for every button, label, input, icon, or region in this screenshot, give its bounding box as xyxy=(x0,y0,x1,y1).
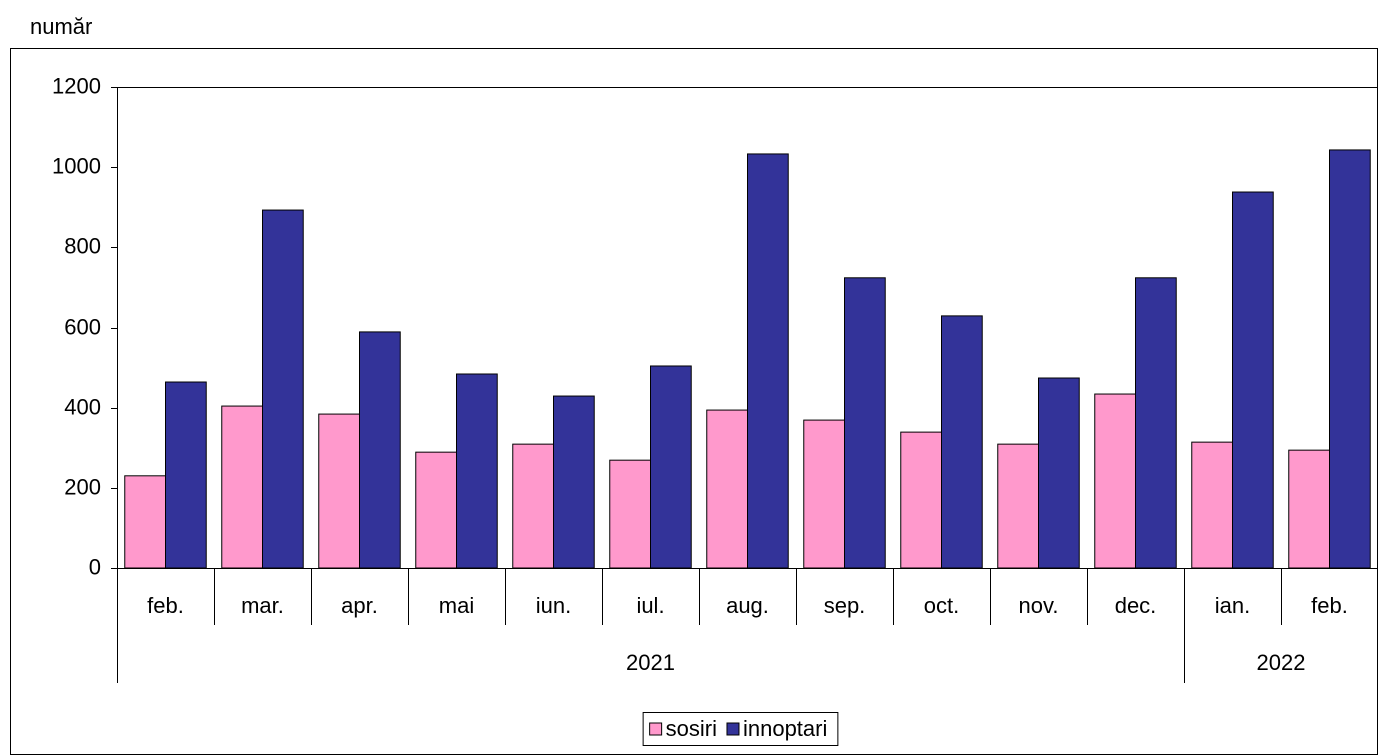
x-tick-label: feb. xyxy=(147,593,184,618)
x-tick-label: iul. xyxy=(636,593,664,618)
x-tick-label: iun. xyxy=(536,593,571,618)
y-tick-label: 400 xyxy=(64,394,101,419)
bar xyxy=(900,431,943,569)
bar xyxy=(1135,277,1177,569)
bar xyxy=(1232,191,1274,569)
y-axis-label: număr xyxy=(30,14,92,39)
x-group-label: 2022 xyxy=(1257,650,1306,675)
bar xyxy=(1288,449,1331,569)
bar xyxy=(512,443,555,569)
bar xyxy=(1038,377,1080,569)
x-tick-label: apr. xyxy=(341,593,378,618)
x-tick-label: mai xyxy=(439,593,474,618)
bar xyxy=(318,413,361,569)
y-tick-label: 800 xyxy=(64,233,101,258)
x-tick-label: nov. xyxy=(1019,593,1059,618)
x-tick-label: aug. xyxy=(726,593,769,618)
bar xyxy=(456,373,498,569)
y-tick-label: 600 xyxy=(64,314,101,339)
bar xyxy=(165,381,207,569)
bar xyxy=(359,331,401,569)
bar xyxy=(941,315,983,569)
bar xyxy=(1191,441,1234,569)
y-tick-label: 1000 xyxy=(52,153,101,178)
legend-label: sosiri xyxy=(666,716,717,741)
bar xyxy=(262,209,304,569)
x-tick-label: dec. xyxy=(1115,593,1157,618)
x-tick-label: feb. xyxy=(1311,593,1348,618)
bar xyxy=(415,451,458,569)
legend-box xyxy=(642,712,839,746)
bar xyxy=(553,395,595,569)
bar xyxy=(221,405,263,569)
bar xyxy=(650,365,692,569)
bar xyxy=(747,153,789,569)
x-tick-label: mar. xyxy=(241,593,284,618)
bar xyxy=(803,419,846,569)
bar xyxy=(609,459,652,569)
bar xyxy=(1329,149,1371,569)
x-tick-label: sep. xyxy=(824,593,866,618)
x-group-label: 2021 xyxy=(626,650,675,675)
bar xyxy=(844,277,886,569)
y-tick-label: 200 xyxy=(64,474,101,499)
bar xyxy=(124,475,167,569)
legend-swatch xyxy=(726,722,740,736)
y-tick-label: 1200 xyxy=(52,73,101,98)
bar xyxy=(1094,393,1137,569)
x-tick-label: oct. xyxy=(924,593,959,618)
legend-label: innoptari xyxy=(743,716,827,741)
y-tick-label: 0 xyxy=(89,554,101,579)
bar xyxy=(706,409,749,569)
bar xyxy=(997,443,1040,569)
x-tick-label: ian. xyxy=(1215,593,1250,618)
legend-swatch xyxy=(649,722,663,736)
